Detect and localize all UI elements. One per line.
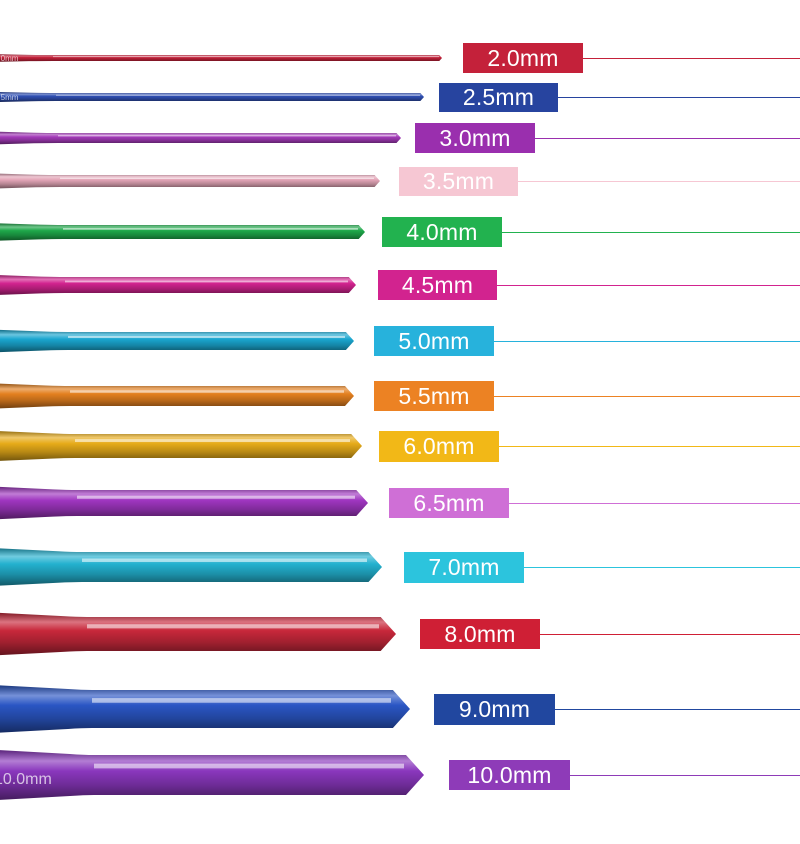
hook-row: 4.0mm (0, 206, 800, 258)
label-guide-line (524, 567, 800, 568)
crochet-hook (0, 275, 356, 295)
label-guide-line (570, 775, 800, 776)
label-guide-line (558, 97, 800, 98)
hook-row: 5.0mm (0, 315, 800, 367)
hook-shaft (0, 750, 424, 800)
hook-shaft (0, 329, 354, 353)
hook-size-label: 4.0mm (382, 217, 502, 247)
hook-row: 6.5mm (0, 477, 800, 529)
label-guide-line (494, 396, 800, 397)
hook-size-label: 6.5mm (389, 488, 509, 518)
hook-row: 2.5mm 2.5mm (0, 71, 800, 123)
hook-size-label: 10.0mm (449, 760, 570, 790)
crochet-hook (0, 486, 368, 520)
hook-row: 7.0mm (0, 541, 800, 593)
hook-shaft (0, 548, 382, 586)
label-guide-line (509, 503, 800, 504)
crochet-hook (0, 223, 365, 241)
hook-engraving: 2.0mm (0, 54, 19, 63)
hook-row: 5.5mm (0, 370, 800, 422)
crochet-hook (0, 685, 410, 733)
label-guide-line (555, 709, 800, 710)
label-guide-line (518, 181, 800, 182)
crochet-hook: 2.5mm (0, 92, 424, 102)
hook-size-label: 3.5mm (399, 166, 518, 196)
hook-row: 3.0mm (0, 112, 800, 164)
hook-shaft (0, 92, 424, 102)
hook-size-label: 5.5mm (374, 381, 494, 411)
hook-shaft (0, 173, 380, 189)
hook-row: 10.0mm 10.0mm (0, 749, 800, 801)
label-guide-line (535, 138, 800, 139)
hook-shaft (0, 612, 396, 656)
crochet-hook (0, 383, 354, 409)
hook-shaft (0, 131, 401, 145)
hook-size-label: 9.0mm (434, 693, 555, 725)
label-guide-line (494, 341, 800, 342)
label-guide-line (502, 232, 800, 233)
crochet-hook (0, 173, 380, 189)
hook-size-label: 5.0mm (374, 326, 494, 356)
label-guide-line (499, 446, 800, 447)
hook-size-label: 8.0mm (420, 619, 540, 649)
crochet-hook: 2.0mm (0, 54, 442, 63)
crochet-hook (0, 548, 382, 586)
hook-shaft (0, 223, 365, 241)
label-guide-line (583, 58, 800, 59)
hook-shaft (0, 486, 368, 520)
hook-size-label: 2.5mm (439, 82, 558, 112)
hook-row: 4.5mm (0, 259, 800, 311)
hook-shaft (0, 383, 354, 409)
hook-engraving: 2.5mm (0, 93, 19, 102)
crochet-hook (0, 329, 354, 353)
hook-size-label: 7.0mm (404, 551, 524, 583)
hook-row: 6.0mm (0, 420, 800, 472)
label-guide-line (540, 634, 800, 635)
hook-row: 9.0mm (0, 683, 800, 735)
hook-size-label: 2.0mm (463, 43, 583, 73)
hook-shaft (0, 431, 362, 461)
hook-shaft (0, 685, 410, 733)
hook-row: 8.0mm (0, 608, 800, 660)
hook-engraving: 10.0mm (0, 771, 52, 788)
label-guide-line (497, 285, 800, 286)
crochet-hook (0, 431, 362, 461)
crochet-hook (0, 612, 396, 656)
hook-shaft (0, 275, 356, 295)
crochet-hook (0, 131, 401, 145)
hook-row: 3.5mm (0, 155, 800, 207)
hook-shaft (0, 54, 442, 62)
hook-size-label: 3.0mm (415, 123, 535, 153)
hook-size-label: 6.0mm (379, 430, 499, 462)
hook-size-label: 4.5mm (378, 270, 497, 300)
hook-row: 2.0mm 2.0mm (0, 32, 800, 84)
crochet-hook: 10.0mm (0, 750, 424, 800)
